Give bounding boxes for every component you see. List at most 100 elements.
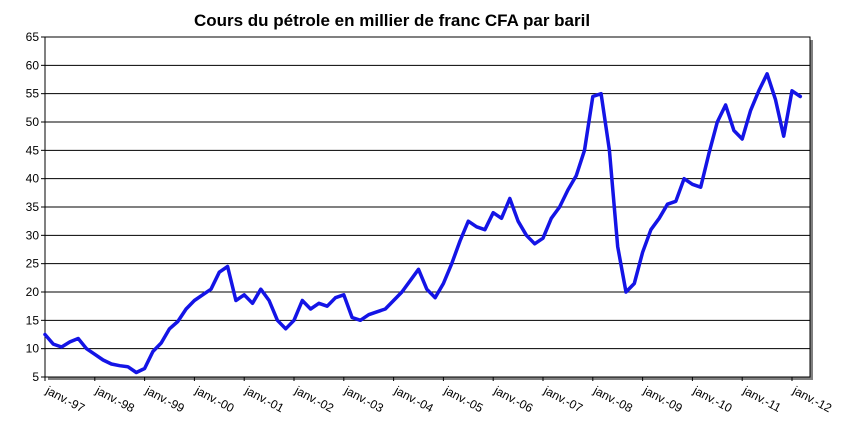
data-point <box>160 341 163 345</box>
data-point <box>492 211 495 214</box>
data-point <box>60 345 63 349</box>
data-point <box>143 367 146 370</box>
data-point <box>375 310 379 314</box>
data-point <box>483 228 487 231</box>
data-point <box>359 319 362 322</box>
data-point <box>85 347 88 350</box>
data-point <box>135 371 138 374</box>
data-point <box>525 234 528 237</box>
data-point <box>757 89 760 93</box>
data-point <box>533 242 536 246</box>
data-point <box>732 129 736 132</box>
data-point <box>317 302 321 305</box>
series-layer <box>43 72 803 375</box>
data-point <box>68 340 72 344</box>
data-point <box>301 299 304 302</box>
data-point <box>276 319 279 322</box>
y-tick-label: 60 <box>26 58 40 72</box>
data-point <box>52 342 55 346</box>
data-point <box>334 296 337 299</box>
data-point <box>400 290 404 294</box>
y-tick-label: 35 <box>26 200 40 214</box>
data-point <box>259 287 262 291</box>
y-tick-label: 55 <box>26 87 40 101</box>
data-point <box>309 307 312 311</box>
data-point <box>666 202 669 206</box>
data-point <box>226 265 229 268</box>
data-point <box>292 319 296 322</box>
data-point <box>218 270 221 274</box>
data-point <box>608 149 611 152</box>
data-point <box>184 307 188 311</box>
data-point <box>508 197 511 200</box>
y-tick-label: 45 <box>26 143 40 157</box>
data-point <box>284 327 287 331</box>
data-point <box>384 307 387 311</box>
data-point <box>43 333 47 336</box>
data-point <box>243 293 246 297</box>
data-point <box>433 296 437 299</box>
y-tick-label: 5 <box>32 370 39 384</box>
data-point <box>442 282 445 285</box>
data-point <box>77 337 80 340</box>
data-point <box>716 120 719 124</box>
y-tick-label: 50 <box>26 115 40 129</box>
data-point <box>799 95 802 98</box>
data-point <box>168 327 171 331</box>
y-tick-label: 65 <box>26 30 40 44</box>
data-point <box>624 290 628 294</box>
y-tick-label: 30 <box>26 228 40 242</box>
data-point <box>741 137 744 141</box>
data-point <box>765 72 769 76</box>
data-point <box>633 282 636 285</box>
chart-title: Cours du pétrole en millier de franc CFA… <box>194 11 590 30</box>
data-point <box>342 293 345 297</box>
data-point <box>566 188 570 192</box>
data-point <box>516 219 520 223</box>
data-point <box>367 313 370 316</box>
y-axis-ticks: 5 10 15 20 25 30 35 40 45 50 55 60 65 <box>26 30 45 384</box>
plot-frame <box>44 36 813 380</box>
data-point <box>467 219 470 223</box>
data-point <box>749 109 752 112</box>
data-point <box>176 320 179 323</box>
data-point <box>616 245 619 248</box>
data-point <box>101 358 105 362</box>
data-point <box>641 251 644 254</box>
data-point <box>409 279 412 282</box>
data-point <box>475 225 478 229</box>
data-point <box>234 299 238 302</box>
data-point <box>691 183 694 186</box>
data-point <box>193 299 196 302</box>
data-point <box>350 316 354 319</box>
data-point <box>658 217 661 220</box>
data-point <box>724 103 727 107</box>
y-tick-label: 15 <box>26 313 40 327</box>
data-point <box>267 299 271 302</box>
data-point <box>649 228 653 231</box>
y-tick-label: 40 <box>26 172 40 186</box>
data-point <box>583 149 586 152</box>
data-point <box>558 205 561 209</box>
data-point <box>707 151 711 155</box>
data-point <box>425 287 428 291</box>
data-point <box>93 353 97 356</box>
y-tick-label: 25 <box>26 257 40 271</box>
series-line <box>43 72 803 375</box>
data-point <box>209 287 213 291</box>
data-point <box>118 364 121 367</box>
data-point <box>790 89 794 93</box>
data-point <box>110 362 113 366</box>
y-tick-label: 10 <box>26 342 40 356</box>
data-point <box>682 177 686 180</box>
data-point <box>450 262 453 265</box>
data-point <box>417 268 420 271</box>
data-point <box>201 293 204 297</box>
data-point <box>541 236 545 240</box>
data-point <box>782 134 785 138</box>
data-point <box>774 98 777 101</box>
data-point <box>326 304 329 308</box>
data-point <box>674 200 677 203</box>
